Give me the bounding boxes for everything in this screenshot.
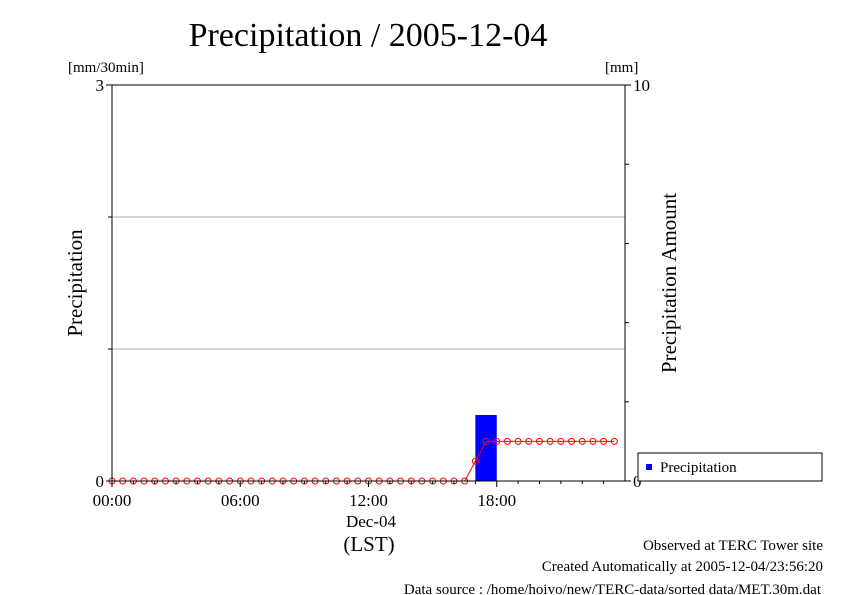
x-tick-label: 00:00: [93, 491, 132, 510]
left-axis-ticks: 03: [96, 76, 112, 491]
amount-point: [578, 437, 586, 445]
amount-point: [589, 437, 597, 445]
legend-swatch-precipitation: [646, 464, 652, 470]
amount-point: [546, 437, 554, 445]
bar-series: [475, 415, 497, 481]
amount-point: [557, 437, 565, 445]
legend-label-precipitation: Precipitation: [660, 460, 737, 476]
x-tick-label: 12:00: [349, 491, 388, 510]
amount-point: [600, 437, 608, 445]
amount-point: [610, 437, 618, 445]
amount-line-series: [108, 437, 618, 485]
chart-title: Precipitation / 2005-12-04: [189, 17, 548, 54]
x-axis-date-label: Dec-04: [346, 512, 397, 531]
x-tick-label: 18:00: [477, 491, 516, 510]
plot-frame: [111, 84, 626, 482]
left-tick-label: 3: [96, 76, 105, 95]
amount-line: [112, 440, 615, 482]
x-tick-label: 06:00: [221, 491, 260, 510]
amount-point: [536, 437, 543, 445]
legend: Precipitation: [637, 452, 823, 482]
left-tick-label: 0: [96, 472, 105, 491]
amount-point: [482, 437, 490, 445]
right-axis-ticks: 0 10: [625, 76, 650, 491]
x-axis-ticks: 00:00 06:00 12:00 18:00: [93, 481, 605, 510]
amount-point: [471, 457, 479, 465]
precipitation-bar: [475, 415, 497, 481]
amount-point: [568, 437, 576, 445]
amount-point: [525, 437, 533, 445]
footer-created: Created Automatically at 2005-12-04/23:5…: [542, 559, 823, 575]
footer-observed: Observed at TERC Tower site: [643, 538, 823, 554]
legend-box: [637, 452, 823, 482]
amount-point: [493, 437, 501, 445]
right-tick-label: 10: [633, 76, 650, 95]
footer-source: Data source : /home/hoivo/new/TERC-data/…: [404, 582, 822, 595]
x-axis-title: (LST): [343, 532, 394, 556]
right-tick-label: 0: [633, 472, 642, 491]
left-axis-unit: [mm/30min]: [68, 60, 144, 76]
right-axis-title: Precipitation Amount: [657, 193, 681, 373]
amount-point: [503, 437, 511, 445]
left-axis-title: Precipitation: [63, 229, 87, 337]
amount-point: [514, 437, 522, 445]
right-axis-unit: [mm]: [605, 60, 638, 76]
grid-lines: [112, 216, 625, 350]
